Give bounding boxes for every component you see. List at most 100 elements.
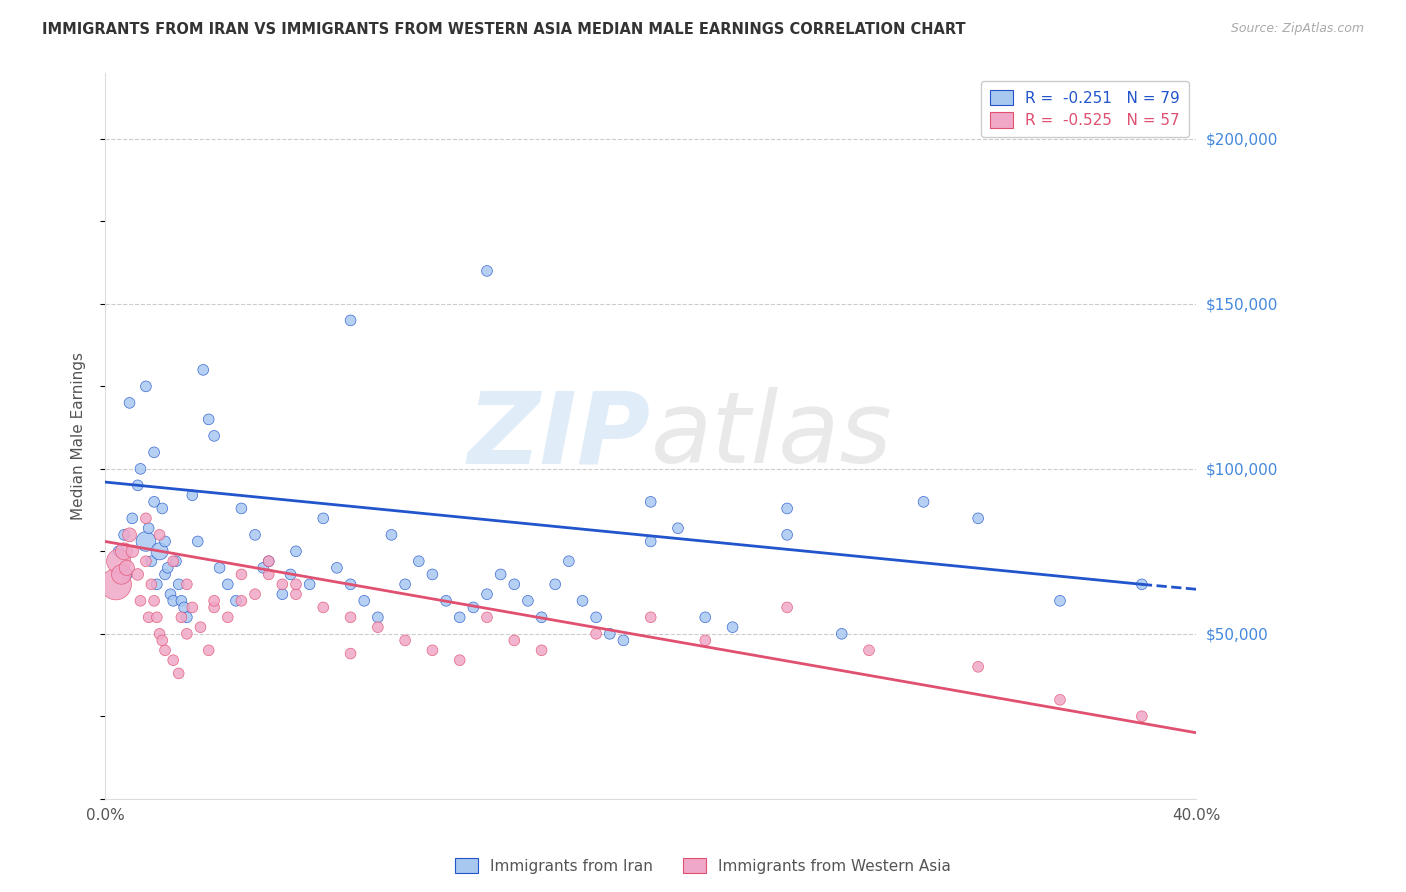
Point bbox=[695, 610, 717, 624]
Point bbox=[599, 627, 621, 641]
Point bbox=[167, 577, 190, 591]
Point bbox=[640, 610, 662, 624]
Point bbox=[695, 633, 717, 648]
Point bbox=[475, 610, 498, 624]
Point bbox=[107, 544, 129, 558]
Point bbox=[127, 478, 149, 492]
Point bbox=[146, 610, 169, 624]
Point bbox=[243, 528, 266, 542]
Point bbox=[831, 627, 853, 641]
Point bbox=[380, 528, 402, 542]
Point bbox=[225, 594, 247, 608]
Point bbox=[530, 643, 553, 657]
Point bbox=[271, 587, 294, 601]
Point bbox=[585, 610, 607, 624]
Point bbox=[181, 488, 204, 502]
Point bbox=[394, 633, 416, 648]
Point bbox=[118, 396, 141, 410]
Point bbox=[143, 594, 166, 608]
Point bbox=[202, 600, 225, 615]
Point bbox=[640, 534, 662, 549]
Point bbox=[170, 594, 193, 608]
Point bbox=[1130, 709, 1153, 723]
Point bbox=[367, 610, 389, 624]
Point bbox=[339, 313, 361, 327]
Point bbox=[285, 544, 308, 558]
Point bbox=[503, 577, 526, 591]
Point bbox=[202, 594, 225, 608]
Point bbox=[367, 620, 389, 634]
Point bbox=[530, 610, 553, 624]
Point bbox=[217, 577, 239, 591]
Point bbox=[153, 567, 176, 582]
Point bbox=[115, 561, 138, 575]
Point bbox=[271, 577, 294, 591]
Point bbox=[217, 610, 239, 624]
Point bbox=[353, 594, 375, 608]
Point bbox=[143, 445, 166, 459]
Point bbox=[208, 561, 231, 575]
Point bbox=[138, 610, 160, 624]
Point bbox=[148, 528, 170, 542]
Point bbox=[422, 643, 444, 657]
Point bbox=[150, 633, 173, 648]
Point bbox=[173, 600, 195, 615]
Point bbox=[148, 544, 170, 558]
Point bbox=[612, 633, 634, 648]
Point bbox=[339, 610, 361, 624]
Point bbox=[202, 429, 225, 443]
Point bbox=[252, 561, 274, 575]
Point bbox=[339, 647, 361, 661]
Point bbox=[257, 554, 280, 568]
Point bbox=[640, 495, 662, 509]
Point bbox=[776, 528, 799, 542]
Point bbox=[190, 620, 212, 634]
Point bbox=[121, 511, 143, 525]
Point bbox=[110, 567, 132, 582]
Point bbox=[544, 577, 567, 591]
Point bbox=[585, 627, 607, 641]
Point bbox=[176, 627, 198, 641]
Point bbox=[298, 577, 321, 591]
Point bbox=[176, 610, 198, 624]
Point bbox=[231, 501, 253, 516]
Point bbox=[776, 600, 799, 615]
Point bbox=[121, 544, 143, 558]
Point bbox=[571, 594, 593, 608]
Point bbox=[141, 554, 163, 568]
Point bbox=[312, 511, 335, 525]
Point bbox=[135, 511, 157, 525]
Point bbox=[1049, 693, 1071, 707]
Point bbox=[231, 594, 253, 608]
Point bbox=[408, 554, 430, 568]
Point bbox=[129, 462, 152, 476]
Point bbox=[394, 577, 416, 591]
Point bbox=[463, 600, 485, 615]
Point bbox=[135, 554, 157, 568]
Point bbox=[170, 610, 193, 624]
Point bbox=[776, 501, 799, 516]
Point bbox=[967, 660, 990, 674]
Point bbox=[1130, 577, 1153, 591]
Point bbox=[666, 521, 689, 535]
Legend: Immigrants from Iran, Immigrants from Western Asia: Immigrants from Iran, Immigrants from We… bbox=[449, 852, 957, 880]
Point bbox=[146, 577, 169, 591]
Point bbox=[162, 653, 184, 667]
Point bbox=[107, 554, 129, 568]
Point bbox=[176, 577, 198, 591]
Point bbox=[153, 643, 176, 657]
Point bbox=[558, 554, 581, 568]
Point bbox=[231, 567, 253, 582]
Point bbox=[197, 412, 219, 426]
Point bbox=[193, 363, 215, 377]
Point bbox=[967, 511, 990, 525]
Point bbox=[257, 554, 280, 568]
Point bbox=[280, 567, 302, 582]
Point bbox=[243, 587, 266, 601]
Text: IMMIGRANTS FROM IRAN VS IMMIGRANTS FROM WESTERN ASIA MEDIAN MALE EARNINGS CORREL: IMMIGRANTS FROM IRAN VS IMMIGRANTS FROM … bbox=[42, 22, 966, 37]
Point bbox=[127, 567, 149, 582]
Point bbox=[434, 594, 457, 608]
Text: ZIP: ZIP bbox=[468, 387, 651, 484]
Point bbox=[285, 577, 308, 591]
Point bbox=[181, 600, 204, 615]
